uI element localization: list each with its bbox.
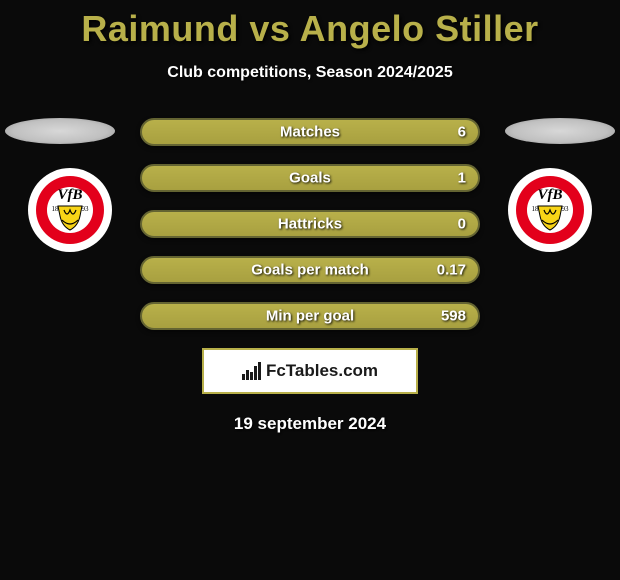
stat-label: Matches xyxy=(280,124,340,141)
stat-value: 6 xyxy=(458,124,466,141)
stat-bars: Matches 6 Goals 1 Hattricks 0 Goals per … xyxy=(140,118,480,330)
stat-bar-goals-per-match: Goals per match 0.17 xyxy=(140,256,480,284)
stat-bar-matches: Matches 6 xyxy=(140,118,480,146)
vfb-badge-icon: VfB 18 93 xyxy=(500,168,600,253)
page-title: Raimund vs Angelo Stiller xyxy=(0,0,620,50)
club-badge-left: VfB 18 93 xyxy=(20,168,120,253)
svg-text:VfB: VfB xyxy=(57,187,82,203)
club-badge-right: VfB 18 93 xyxy=(500,168,600,253)
source-logo: FcTables.com xyxy=(202,348,418,394)
stat-value: 598 xyxy=(441,308,466,325)
svg-text:VfB: VfB xyxy=(537,187,562,203)
stat-label: Hattricks xyxy=(278,216,342,233)
player-shadow-right xyxy=(505,118,615,144)
comparison-panel: VfB 18 93 VfB 18 93 Matches 6 Goals 1 xyxy=(0,118,620,434)
stat-value: 0 xyxy=(458,216,466,233)
svg-text:93: 93 xyxy=(562,205,570,213)
stat-bar-hattricks: Hattricks 0 xyxy=(140,210,480,238)
subtitle: Club competitions, Season 2024/2025 xyxy=(0,64,620,82)
stat-label: Min per goal xyxy=(266,308,354,325)
stat-bar-min-per-goal: Min per goal 598 xyxy=(140,302,480,330)
stat-value: 1 xyxy=(458,170,466,187)
stat-bar-goals: Goals 1 xyxy=(140,164,480,192)
logo-text: FcTables.com xyxy=(242,361,378,381)
vfb-badge-icon: VfB 18 93 xyxy=(20,168,120,253)
svg-text:93: 93 xyxy=(82,205,90,213)
stat-label: Goals xyxy=(289,170,331,187)
logo-label: FcTables.com xyxy=(266,361,378,381)
date-label: 19 september 2024 xyxy=(0,414,620,434)
player-shadow-left xyxy=(5,118,115,144)
stat-label: Goals per match xyxy=(251,262,369,279)
stat-value: 0.17 xyxy=(437,262,466,279)
bar-chart-icon xyxy=(242,362,262,380)
